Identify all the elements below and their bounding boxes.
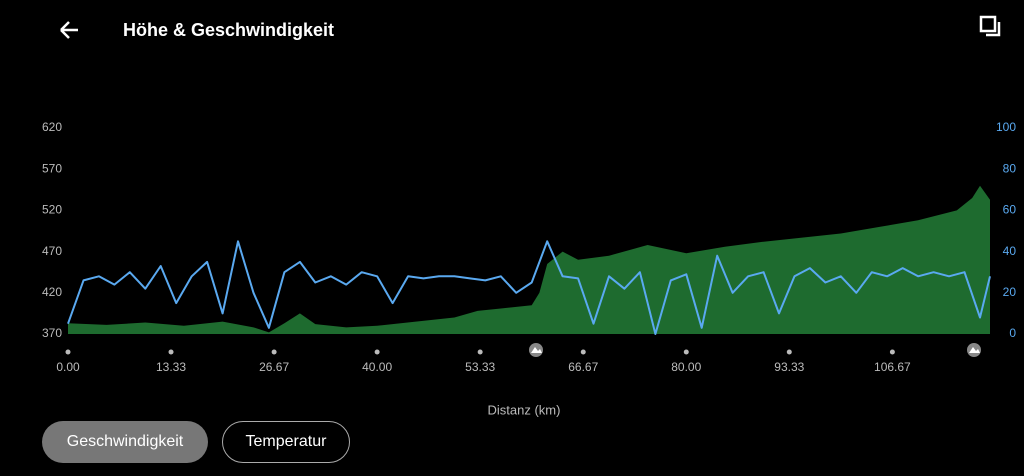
- x-tick-dot: [477, 349, 483, 355]
- back-arrow[interactable]: [60, 21, 78, 39]
- y-tick-label: 370: [42, 326, 62, 340]
- marker-icon[interactable]: [529, 343, 543, 357]
- y2-tick-label: 100: [996, 120, 1016, 134]
- x-tick-dot: [65, 349, 71, 355]
- x-tick-label: 0.00: [56, 360, 80, 374]
- y2-tick-label: 0: [1009, 326, 1016, 340]
- y-tick-label: 620: [42, 120, 62, 134]
- x-tick-label: 106.67: [874, 360, 911, 374]
- x-tick-dot: [580, 349, 586, 355]
- y2-tick-label: 80: [1003, 161, 1017, 175]
- speed-button[interactable]: Geschwindigkeit: [42, 421, 208, 463]
- x-tick-label: 53.33: [465, 360, 495, 374]
- y2-tick-label: 20: [1003, 285, 1017, 299]
- x-tick-label: 40.00: [362, 360, 392, 374]
- marker-icon[interactable]: [967, 343, 981, 357]
- x-tick-label: 80.00: [671, 360, 701, 374]
- x-tick-label: 93.33: [774, 360, 804, 374]
- x-tick-dot: [683, 349, 689, 355]
- x-tick-label: 26.67: [259, 360, 289, 374]
- y-tick-label: 570: [42, 161, 62, 175]
- page-title: Höhe & Geschwindigkeit: [123, 20, 334, 40]
- x-tick-label: 13.33: [156, 360, 186, 374]
- y-tick-label: 420: [42, 285, 62, 299]
- temperature-button[interactable]: Temperatur: [222, 421, 350, 463]
- x-tick-dot: [786, 349, 792, 355]
- y2-tick-label: 40: [1003, 244, 1017, 258]
- y2-tick-label: 60: [1003, 203, 1017, 217]
- x-axis-label: Distanz (km): [488, 402, 561, 417]
- x-tick-dot: [374, 349, 380, 355]
- fullscreen-icon[interactable]: [979, 15, 1001, 37]
- x-tick-dot: [168, 349, 174, 355]
- x-tick-dot: [889, 349, 895, 355]
- elevation-area: [68, 185, 990, 334]
- y-tick-label: 470: [42, 244, 62, 258]
- x-tick-dot: [271, 349, 277, 355]
- speed-line: [67, 240, 991, 335]
- y-tick-label: 520: [42, 203, 62, 217]
- x-tick-label: 66.67: [568, 360, 598, 374]
